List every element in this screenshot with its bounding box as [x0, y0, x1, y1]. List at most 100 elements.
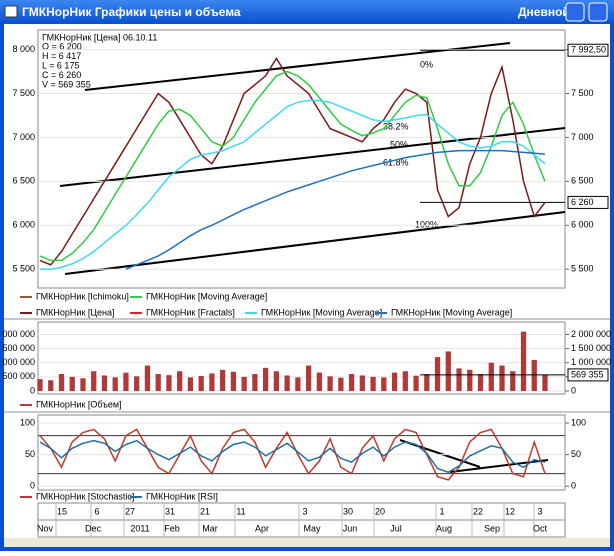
- month-label: Jun: [343, 523, 358, 533]
- volume-bar: [327, 376, 333, 391]
- y-tick-label: 0: [30, 385, 35, 395]
- volume-bar: [434, 357, 441, 391]
- month-label: Oct: [533, 523, 548, 533]
- fib-level: 50%: [390, 139, 408, 149]
- price-marker-box: [567, 195, 609, 209]
- month-label: Dec: [85, 523, 102, 533]
- minimize-button[interactable]: [565, 2, 585, 22]
- window-title: ГМКНорНик Графики цены и объема: [22, 5, 241, 19]
- volume-bar: [305, 365, 312, 391]
- volume-bar: [230, 371, 237, 391]
- series-line: [39, 56, 546, 266]
- info-header: ГМКНорНик [Цена] 06.10.11: [42, 32, 157, 42]
- fib-level: 0%: [420, 59, 433, 69]
- legend-entry: ГМКНорНик [Fractals]: [146, 307, 235, 317]
- volume-bar: [101, 375, 108, 391]
- volume-bar: [263, 367, 269, 391]
- legend-entry: ГМКНорНик [Stochastic]: [36, 491, 134, 501]
- y-tick-label-right: 7 500: [571, 88, 594, 98]
- info-line: C = 6 260: [42, 70, 81, 80]
- volume-bar: [424, 374, 430, 391]
- legend-entry: ГМКНорНик [Moving Average]: [261, 307, 382, 317]
- day-label: 21: [200, 506, 210, 516]
- volume-bar: [510, 371, 516, 391]
- volume-bar: [370, 376, 376, 391]
- day-label: 22: [473, 506, 483, 516]
- y-tick-label-right: 1 000 000: [571, 357, 611, 367]
- timeframe[interactable]: Дневной: [518, 5, 570, 19]
- legend-entry: ГМКНорНик [Moving Average]: [146, 291, 267, 301]
- volume-bar: [273, 371, 280, 391]
- client-area: [4, 24, 610, 547]
- series-line: [39, 439, 546, 474]
- volume-bar: [381, 377, 387, 391]
- legend-entry: ГМКНорНик [Ichimoku]: [36, 291, 129, 301]
- y-tick-label: 6 500: [12, 176, 35, 186]
- y-tick-label-right: 6 000: [571, 220, 594, 230]
- y-tick-label: 6 000: [12, 220, 35, 230]
- volume-bar: [198, 376, 204, 391]
- y-tick-label-right: 6 500: [571, 176, 594, 186]
- legend-entry: ГМКНорНик [Объем]: [36, 399, 122, 409]
- month-label: Jul: [390, 523, 402, 533]
- fib-level: 38.2%: [383, 121, 409, 131]
- month-label: Aug: [436, 523, 452, 533]
- y-tick-label: 5 500: [12, 264, 35, 274]
- month-label: May: [303, 523, 321, 533]
- trend-line: [64, 211, 566, 275]
- legend-entry: ГМКНорНик [Moving Average]: [391, 307, 512, 317]
- y-tick-label-right: 0: [571, 385, 576, 395]
- volume-bar: [80, 378, 86, 391]
- volume-bar: [477, 374, 484, 391]
- volume-bar: [402, 371, 408, 391]
- volume-bar: [155, 374, 161, 391]
- volume-bar: [316, 372, 322, 391]
- volume-bar: [284, 375, 290, 391]
- series-line: [39, 428, 546, 481]
- volume-bar: [445, 351, 451, 391]
- day-label: 27: [125, 506, 135, 516]
- separator: [4, 318, 610, 320]
- info-line: O = 6 200: [42, 41, 82, 51]
- day-label: 11: [236, 506, 245, 516]
- volume-bar: [91, 371, 97, 391]
- month-label: Mar: [202, 523, 218, 533]
- y-tick-label: 100: [20, 417, 35, 427]
- price-panel: [37, 29, 566, 289]
- day-label: 15: [57, 506, 67, 516]
- y-tick-label: 8 000: [12, 44, 35, 54]
- price-marker-label: 7 992,50: [571, 45, 606, 55]
- y-tick-label: 500 000: [2, 371, 35, 381]
- volume-bar: [295, 377, 301, 391]
- day-label: 30: [343, 506, 353, 516]
- separator: [4, 411, 610, 413]
- trend-line: [84, 42, 511, 91]
- maximize-button[interactable]: [588, 2, 608, 22]
- day-label: 1: [439, 506, 444, 516]
- volume-bar: [177, 371, 183, 391]
- app-icon: [4, 5, 18, 18]
- info-line: L = 6 175: [42, 60, 79, 70]
- volume-bar: [144, 365, 151, 391]
- price-marker-label: 569 355: [571, 369, 604, 379]
- volume-bar: [456, 368, 462, 391]
- series-line: [40, 99, 546, 270]
- volume-bar: [187, 377, 194, 391]
- price-marker-box: [567, 368, 609, 382]
- volume-bar: [166, 375, 172, 391]
- volume-bar: [531, 359, 537, 391]
- volume-bar: [499, 365, 505, 391]
- month-label: Sep: [484, 523, 500, 533]
- volume-bar: [123, 372, 129, 391]
- volume-bar: [69, 376, 75, 391]
- y-tick-label: 1 500 000: [0, 343, 35, 353]
- y-tick-label-right: 100: [571, 417, 586, 427]
- y-tick-label-right: 1 500 000: [571, 343, 611, 353]
- fib-level: 61.8%: [383, 157, 409, 167]
- y-tick-label-right: 7 000: [571, 132, 594, 142]
- volume-bar: [252, 374, 258, 391]
- y-tick-label: 0: [30, 481, 35, 491]
- day-label: 31: [165, 506, 175, 516]
- day-label: 12: [505, 506, 515, 516]
- oscillator-panel: [37, 414, 566, 491]
